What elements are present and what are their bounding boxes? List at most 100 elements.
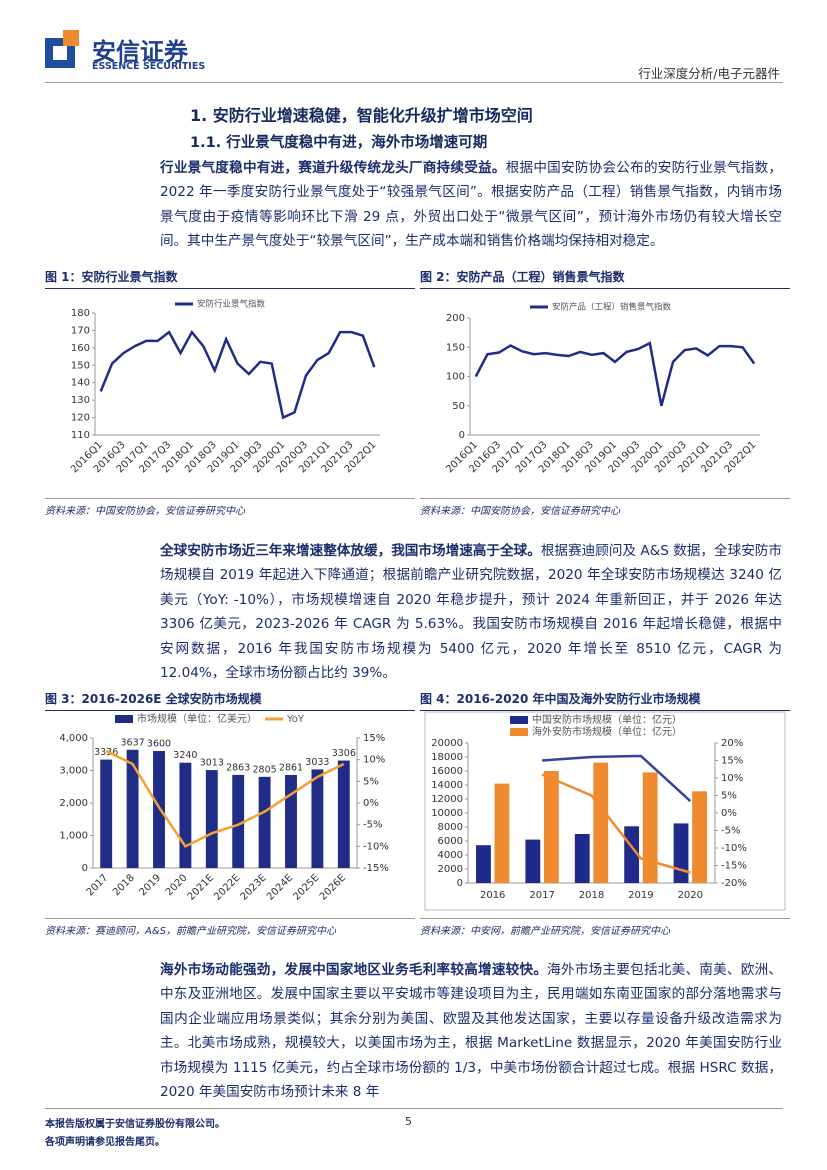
x-tick-label: 2017 bbox=[85, 872, 111, 898]
paragraph: 行业景气度稳中有进，赛道升级传统龙头厂商持续受益。根据中国安防协会公布的安防行业… bbox=[160, 156, 782, 254]
x-tick-label: 2026E bbox=[318, 872, 348, 902]
bar bbox=[525, 839, 541, 883]
legend-label: YoY bbox=[286, 714, 305, 725]
y2-tick-label: 10% bbox=[721, 773, 743, 784]
y2-tick-label: -5% bbox=[363, 820, 382, 831]
y-tick-label: 3,000 bbox=[59, 766, 88, 777]
bar bbox=[673, 823, 689, 883]
y-tick-label: 12000 bbox=[431, 794, 463, 805]
x-tick-label: 2024E bbox=[265, 872, 295, 902]
x-tick-label: 2022E bbox=[212, 872, 242, 902]
x-tick-label: 2020 bbox=[678, 890, 703, 901]
legend-label: 安防产品（工程）销售景气指数 bbox=[552, 302, 672, 313]
chart: 0 1,000 2,000 3,000 4,000 -15% -10% -5% 0% 5% 10% 1… bbox=[59, 712, 389, 903]
legend-swatch bbox=[510, 728, 528, 736]
y-tick-label: 200 bbox=[446, 313, 465, 324]
logo-cn: 安信证券 bbox=[92, 38, 188, 66]
bar bbox=[311, 769, 324, 868]
data-label: 3240 bbox=[173, 750, 197, 761]
lead: 海外市场动能强劲，发展中国家地区业务毛利率较高增速较快。 bbox=[160, 962, 548, 978]
data-label: 3033 bbox=[305, 757, 329, 768]
bar bbox=[258, 776, 271, 868]
figure-source: 资料来源：中国安防协会，安信证券研究中心 bbox=[45, 498, 415, 517]
y-tick-label: 4000 bbox=[438, 850, 463, 861]
y2-tick-label: -15% bbox=[721, 861, 747, 872]
figure-title: 图 3：2016-2026E 全球安防市场规模 bbox=[45, 690, 415, 711]
logo-en: ESSENCE SECURITIES bbox=[92, 61, 206, 72]
y2-tick-label: 10% bbox=[363, 755, 385, 766]
y-tick-label: 0 bbox=[457, 878, 463, 889]
legend-swatch bbox=[510, 716, 528, 724]
footer-note: 本报告版权属于安信证券股份有限公司。 bbox=[45, 1119, 225, 1130]
data-label: 2805 bbox=[253, 764, 277, 775]
report-category: 行业深度分析/电子元器件 bbox=[638, 66, 780, 81]
line bbox=[474, 341, 756, 407]
header-rule bbox=[45, 82, 783, 83]
bar bbox=[574, 834, 590, 883]
y-tick-label: 130 bbox=[71, 395, 90, 406]
data-label: 3306 bbox=[332, 748, 356, 759]
text: 根据赛迪顾问及 A&S 数据，全球安防市场规模自 2019 年起进入下降通道；根… bbox=[160, 543, 782, 682]
figure-source: 资料来源：赛迪顾问，A&S，前瞻产业研究院，安信证券研究中心 bbox=[45, 918, 415, 937]
bar bbox=[205, 770, 218, 868]
y-tick-label: 110 bbox=[71, 430, 90, 441]
y-tick-label: 6000 bbox=[438, 836, 463, 847]
y2-tick-label: 15% bbox=[721, 756, 743, 767]
footer-note: 各项声明请参见报告尾页。 bbox=[45, 1137, 165, 1148]
y-tick-label: 0 bbox=[82, 863, 88, 874]
line bbox=[541, 773, 691, 874]
y2-tick-label: -10% bbox=[363, 841, 389, 852]
footer-rule bbox=[45, 1108, 783, 1109]
x-tick-label: 2018 bbox=[111, 872, 137, 898]
bar bbox=[593, 762, 609, 883]
chart: 0501001502002016Q12016Q32017Q12017Q32018… bbox=[444, 302, 760, 475]
x-tick-label: 2016 bbox=[480, 890, 505, 901]
y-tick-label: 150 bbox=[446, 342, 465, 353]
legend-swatch bbox=[115, 715, 133, 723]
data-label: 2863 bbox=[226, 762, 250, 773]
bar bbox=[285, 775, 297, 868]
bar bbox=[100, 759, 113, 868]
x-tick-label: 2019 bbox=[137, 872, 163, 898]
legend-label: 中国安防市场规模（单位：亿元） bbox=[532, 713, 682, 726]
y-tick-label: 140 bbox=[71, 378, 90, 389]
y-tick-label: 2000 bbox=[438, 864, 463, 875]
text: 根据中国安防协会公布的安防行业景气指数，2022 年一季度安防行业景气度处于“较… bbox=[160, 160, 783, 250]
text: 海外市场主要包括北美、南美、欧洲、中东及亚洲地区。发展中国家主要以平安城市等建设… bbox=[160, 962, 783, 1101]
y2-tick-label: 5% bbox=[363, 776, 379, 787]
y2-tick-label: 0% bbox=[363, 798, 379, 809]
y-tick-label: 160 bbox=[71, 343, 90, 354]
x-tick-label: 2019 bbox=[628, 890, 653, 901]
lead: 行业景气度稳中有进，赛道升级传统龙头厂商持续受益。 bbox=[160, 160, 506, 176]
data-label: 3013 bbox=[200, 758, 224, 769]
x-tick-label: 2023E bbox=[239, 872, 269, 902]
y-tick-label: 8000 bbox=[438, 822, 463, 833]
paragraph: 海外市场动能强劲，发展中国家地区业务毛利率较高增速较快。海外市场主要包括北美、南… bbox=[160, 958, 782, 1104]
bar bbox=[126, 749, 139, 868]
y-tick-label: 0 bbox=[459, 430, 465, 441]
y-tick-label: 16000 bbox=[431, 766, 463, 777]
x-tick-label: 2021E bbox=[186, 872, 216, 902]
y2-tick-label: 0% bbox=[721, 808, 737, 819]
x-tick-label: 2018 bbox=[579, 890, 604, 901]
y-tick-label: 180 bbox=[71, 308, 90, 319]
legend-label: 海外安防市场规模（单位：亿元） bbox=[532, 725, 682, 738]
logo-icon bbox=[45, 30, 79, 68]
bar bbox=[543, 771, 559, 883]
data-label: 2861 bbox=[279, 763, 303, 774]
lead: 全球安防市场近三年来增速整体放缓，我国市场增速高于全球。 bbox=[160, 543, 541, 559]
y-tick-label: 170 bbox=[71, 325, 90, 336]
heading-1: 1. 安防行业增速稳健，智能化升级扩增市场空间 bbox=[190, 106, 533, 125]
y-tick-label: 120 bbox=[71, 413, 90, 424]
bar bbox=[179, 762, 192, 868]
y2-tick-label: 5% bbox=[721, 791, 737, 802]
page-number: 5 bbox=[405, 1115, 412, 1128]
legend-label: 市场规模（单位：亿美元） bbox=[137, 712, 257, 725]
chart: 0 2000 4000 6000 8000 10000 12000 14000 16000 180… bbox=[424, 711, 786, 911]
chart-frame bbox=[424, 711, 786, 911]
y2-tick-label: 15% bbox=[363, 733, 385, 744]
data-label: 3637 bbox=[121, 737, 145, 748]
chart: 1101201301401501601701802016Q12016Q32017… bbox=[69, 299, 380, 475]
y2-tick-label: -10% bbox=[721, 843, 747, 854]
